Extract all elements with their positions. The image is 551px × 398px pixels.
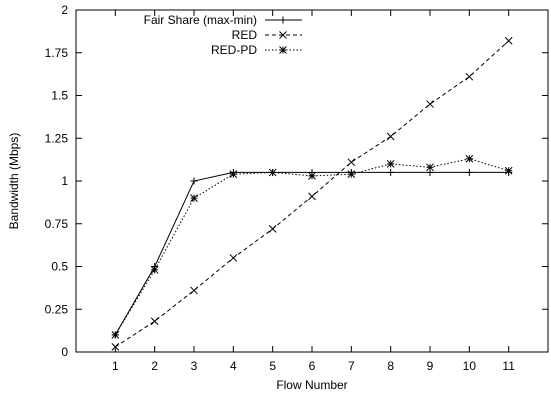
data-point [386, 160, 395, 168]
x-tick-label: 1 [112, 359, 119, 373]
data-point [386, 132, 395, 141]
data-point [426, 163, 434, 172]
legend-item: RED [232, 28, 302, 42]
x-tick-label: 9 [427, 359, 434, 373]
data-point [268, 225, 277, 233]
data-point [229, 170, 238, 179]
data-point [229, 254, 238, 262]
y-tick-label: 1.75 [45, 46, 69, 60]
series-red [111, 36, 513, 351]
series-line [115, 40, 510, 348]
data-point [308, 172, 316, 180]
y-tick-label: 0.75 [45, 217, 69, 231]
x-axis-title: Flow Number [276, 378, 347, 392]
data-point [347, 170, 356, 179]
data-point [111, 331, 120, 339]
y-tick-label: 1.25 [45, 131, 69, 145]
data-point [279, 31, 287, 39]
data-point [387, 168, 395, 176]
data-point [279, 16, 287, 24]
data-point [150, 266, 159, 274]
data-point [190, 194, 198, 202]
x-tick-label: 6 [309, 359, 316, 373]
data-point [465, 168, 473, 176]
data-point [150, 317, 159, 326]
y-tick-label: 2 [61, 3, 68, 17]
data-point [465, 72, 474, 81]
y-tick-label: 0.25 [45, 302, 69, 316]
series-layer [111, 36, 513, 351]
x-tick-label: 8 [387, 359, 394, 373]
series-fair-share-max-min [111, 168, 513, 339]
legend-label: Fair Share (max-min) [144, 13, 257, 27]
data-point [190, 286, 198, 295]
plot-frame [75, 9, 549, 353]
data-point [308, 192, 316, 201]
x-tick-label: 3 [191, 359, 198, 373]
data-point [111, 343, 120, 351]
data-point [465, 154, 474, 163]
legend-label: RED [232, 28, 258, 42]
series-red-pd [111, 154, 513, 339]
axis-ticks: 0 0.25 0.5 0.75 1 1.25 1.5 1.75 2 1 2 3 4 5 6 7 8 9 10 11 [45, 3, 548, 373]
data-point [190, 177, 198, 185]
y-tick-label: 0.5 [51, 260, 68, 274]
data-point [504, 36, 513, 45]
x-tick-label: 11 [502, 359, 515, 373]
y-tick-label: 1.5 [51, 89, 68, 103]
data-point [279, 46, 287, 54]
y-axis-title: Bandwidth (Mbps) [7, 133, 21, 230]
y-tick-label: 1 [61, 174, 68, 188]
legend-item: Fair Share (max-min) [144, 13, 302, 27]
x-tick-label: 10 [463, 359, 477, 373]
data-point [426, 100, 434, 108]
data-point [347, 158, 356, 167]
legend-item: RED-PD [211, 43, 302, 57]
series-line [114, 158, 509, 336]
data-point [504, 166, 513, 175]
data-point [268, 168, 277, 177]
legend-label: RED-PD [211, 43, 257, 57]
x-tick-label: 4 [230, 359, 237, 373]
x-tick-label: 5 [269, 359, 276, 373]
x-tick-label: 7 [348, 359, 355, 373]
x-tick-label: 2 [151, 359, 158, 373]
y-tick-label: 0 [61, 345, 68, 359]
